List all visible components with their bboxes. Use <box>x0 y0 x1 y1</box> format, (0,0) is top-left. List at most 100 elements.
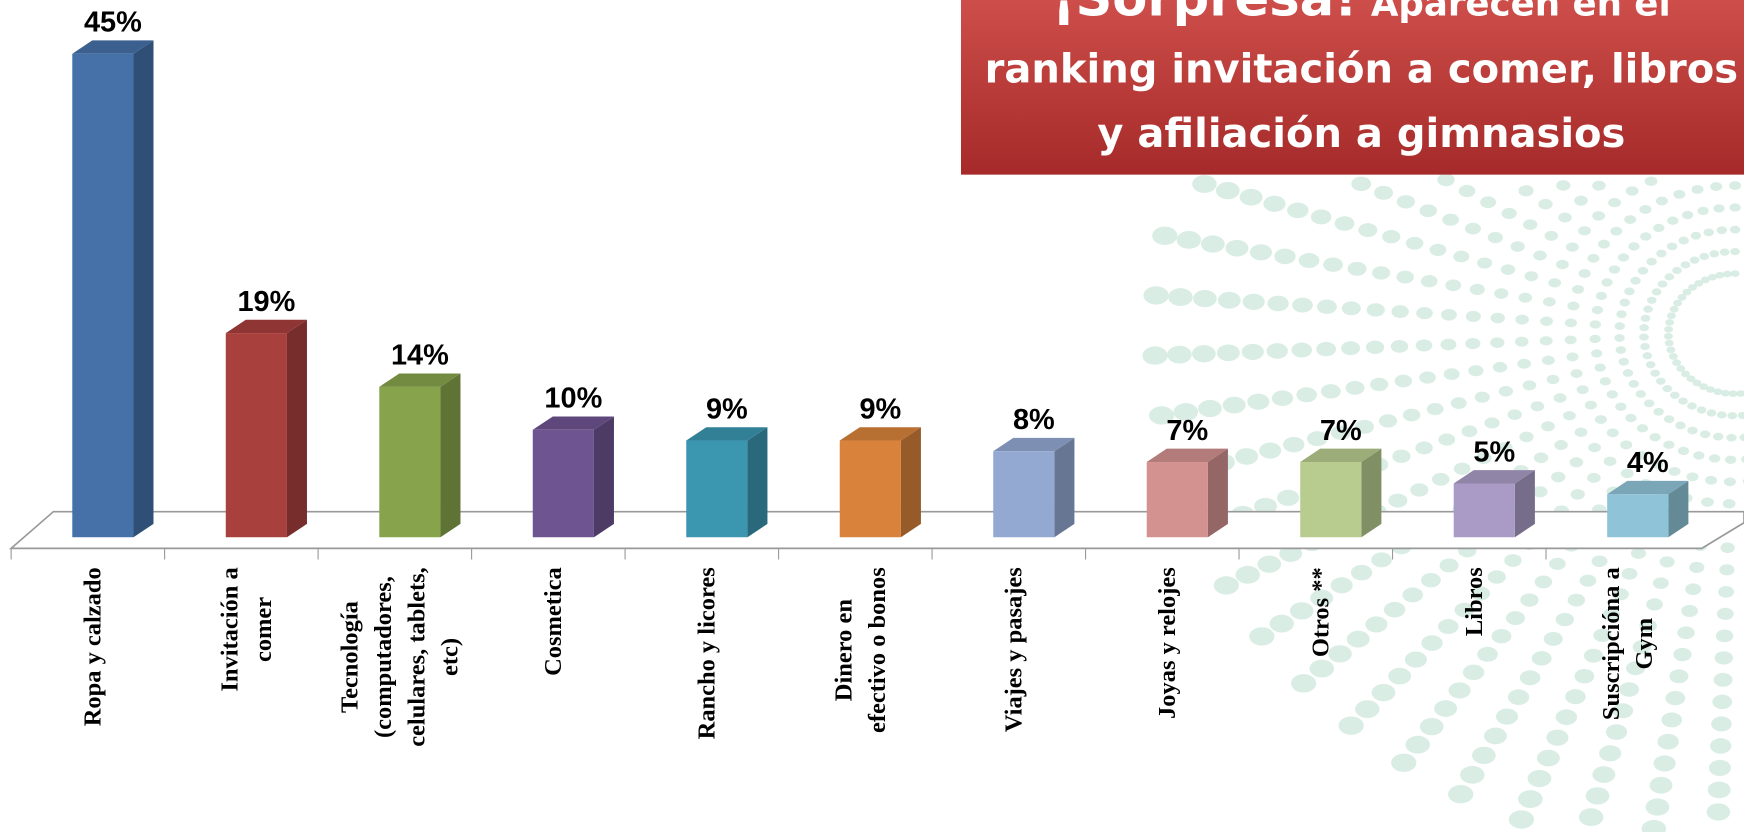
dot <box>1563 410 1576 421</box>
dot <box>1415 441 1433 455</box>
dot <box>1419 204 1437 218</box>
dot <box>1624 287 1635 296</box>
dot <box>1274 248 1296 265</box>
value-label: 8% <box>1013 404 1055 436</box>
dot <box>1700 276 1710 284</box>
bar-top <box>1146 448 1228 463</box>
dot <box>1522 380 1537 391</box>
dot <box>1672 266 1682 275</box>
dot <box>1365 616 1388 633</box>
dot <box>1267 295 1289 312</box>
dot <box>1266 343 1288 359</box>
dot <box>1585 787 1610 805</box>
dot <box>1621 567 1638 580</box>
dot <box>1365 340 1385 354</box>
annotation-line: ¡Sorpresa! Aparecen en el <box>1052 0 1671 29</box>
bar-side <box>747 427 768 538</box>
bar <box>993 451 1055 538</box>
dot <box>1432 472 1450 486</box>
dot <box>1597 239 1610 249</box>
dot <box>1668 466 1681 476</box>
dot <box>1330 425 1351 440</box>
dot <box>1355 700 1380 719</box>
x-tick-label: etc) <box>437 638 464 676</box>
annotation-line: y afiliación a gimnasios <box>1097 111 1625 157</box>
x-tick-label: celulares, tablets, <box>403 567 430 747</box>
dot <box>1254 497 1277 515</box>
dot <box>1612 703 1634 719</box>
dot <box>1705 475 1718 485</box>
dot <box>1699 383 1709 390</box>
dot <box>1699 252 1710 261</box>
dot <box>1712 694 1733 710</box>
dot <box>1719 564 1735 576</box>
value-label: 7% <box>1320 415 1362 447</box>
dot <box>1587 472 1601 483</box>
dot <box>1540 316 1553 326</box>
dot <box>1370 377 1389 392</box>
x-tick-label: Invitación a <box>216 567 243 691</box>
dot <box>1518 185 1534 197</box>
dot <box>1541 421 1555 432</box>
dot <box>1500 264 1516 275</box>
dot <box>1213 576 1239 595</box>
dot <box>1279 545 1303 562</box>
dot <box>1453 250 1470 263</box>
dot <box>1143 286 1169 305</box>
dot <box>1739 433 1744 442</box>
dot <box>1421 635 1443 651</box>
dot <box>1594 415 1607 424</box>
bar <box>1300 462 1362 538</box>
dot <box>1235 448 1259 465</box>
dot <box>1665 319 1674 326</box>
dot <box>1565 689 1586 705</box>
dot <box>1729 203 1741 212</box>
dot <box>1602 608 1621 622</box>
dot <box>1564 318 1577 328</box>
dot <box>1587 253 1600 263</box>
dot <box>1690 231 1702 240</box>
dot <box>1655 196 1668 206</box>
value-label: 10% <box>544 383 602 415</box>
dot <box>1677 626 1695 640</box>
dot <box>1583 648 1603 663</box>
bar-side <box>1668 480 1689 538</box>
dot <box>1531 651 1552 666</box>
dot <box>1639 324 1649 332</box>
dot <box>1259 442 1282 459</box>
dot <box>1706 386 1715 393</box>
dot <box>1523 219 1538 230</box>
dot <box>1410 483 1429 497</box>
dot <box>1257 555 1282 573</box>
bar <box>379 386 441 538</box>
dot <box>1677 294 1687 301</box>
dot <box>1437 619 1459 635</box>
dot <box>1741 455 1744 463</box>
dot <box>1448 682 1471 699</box>
dot <box>1442 213 1459 226</box>
dot <box>1651 459 1664 469</box>
dot <box>1316 299 1337 314</box>
dot <box>1556 180 1571 191</box>
bar-top <box>1300 448 1382 463</box>
dot <box>1591 305 1604 315</box>
dot <box>1708 273 1717 281</box>
dot <box>1439 558 1459 573</box>
dot <box>1691 185 1704 194</box>
dot <box>1737 411 1744 420</box>
dot <box>1643 305 1653 313</box>
bar-top <box>1607 480 1689 495</box>
bar <box>532 429 594 538</box>
dot <box>1518 292 1533 303</box>
dot <box>1242 293 1265 310</box>
dot <box>1620 440 1633 450</box>
dot <box>1711 716 1732 732</box>
dot <box>1176 231 1202 249</box>
dot <box>1706 409 1717 417</box>
dot <box>1391 753 1417 772</box>
dot <box>1396 270 1414 284</box>
dot <box>1249 244 1273 261</box>
dot <box>1320 384 1341 399</box>
dot <box>1477 646 1498 662</box>
dot <box>1589 334 1601 344</box>
